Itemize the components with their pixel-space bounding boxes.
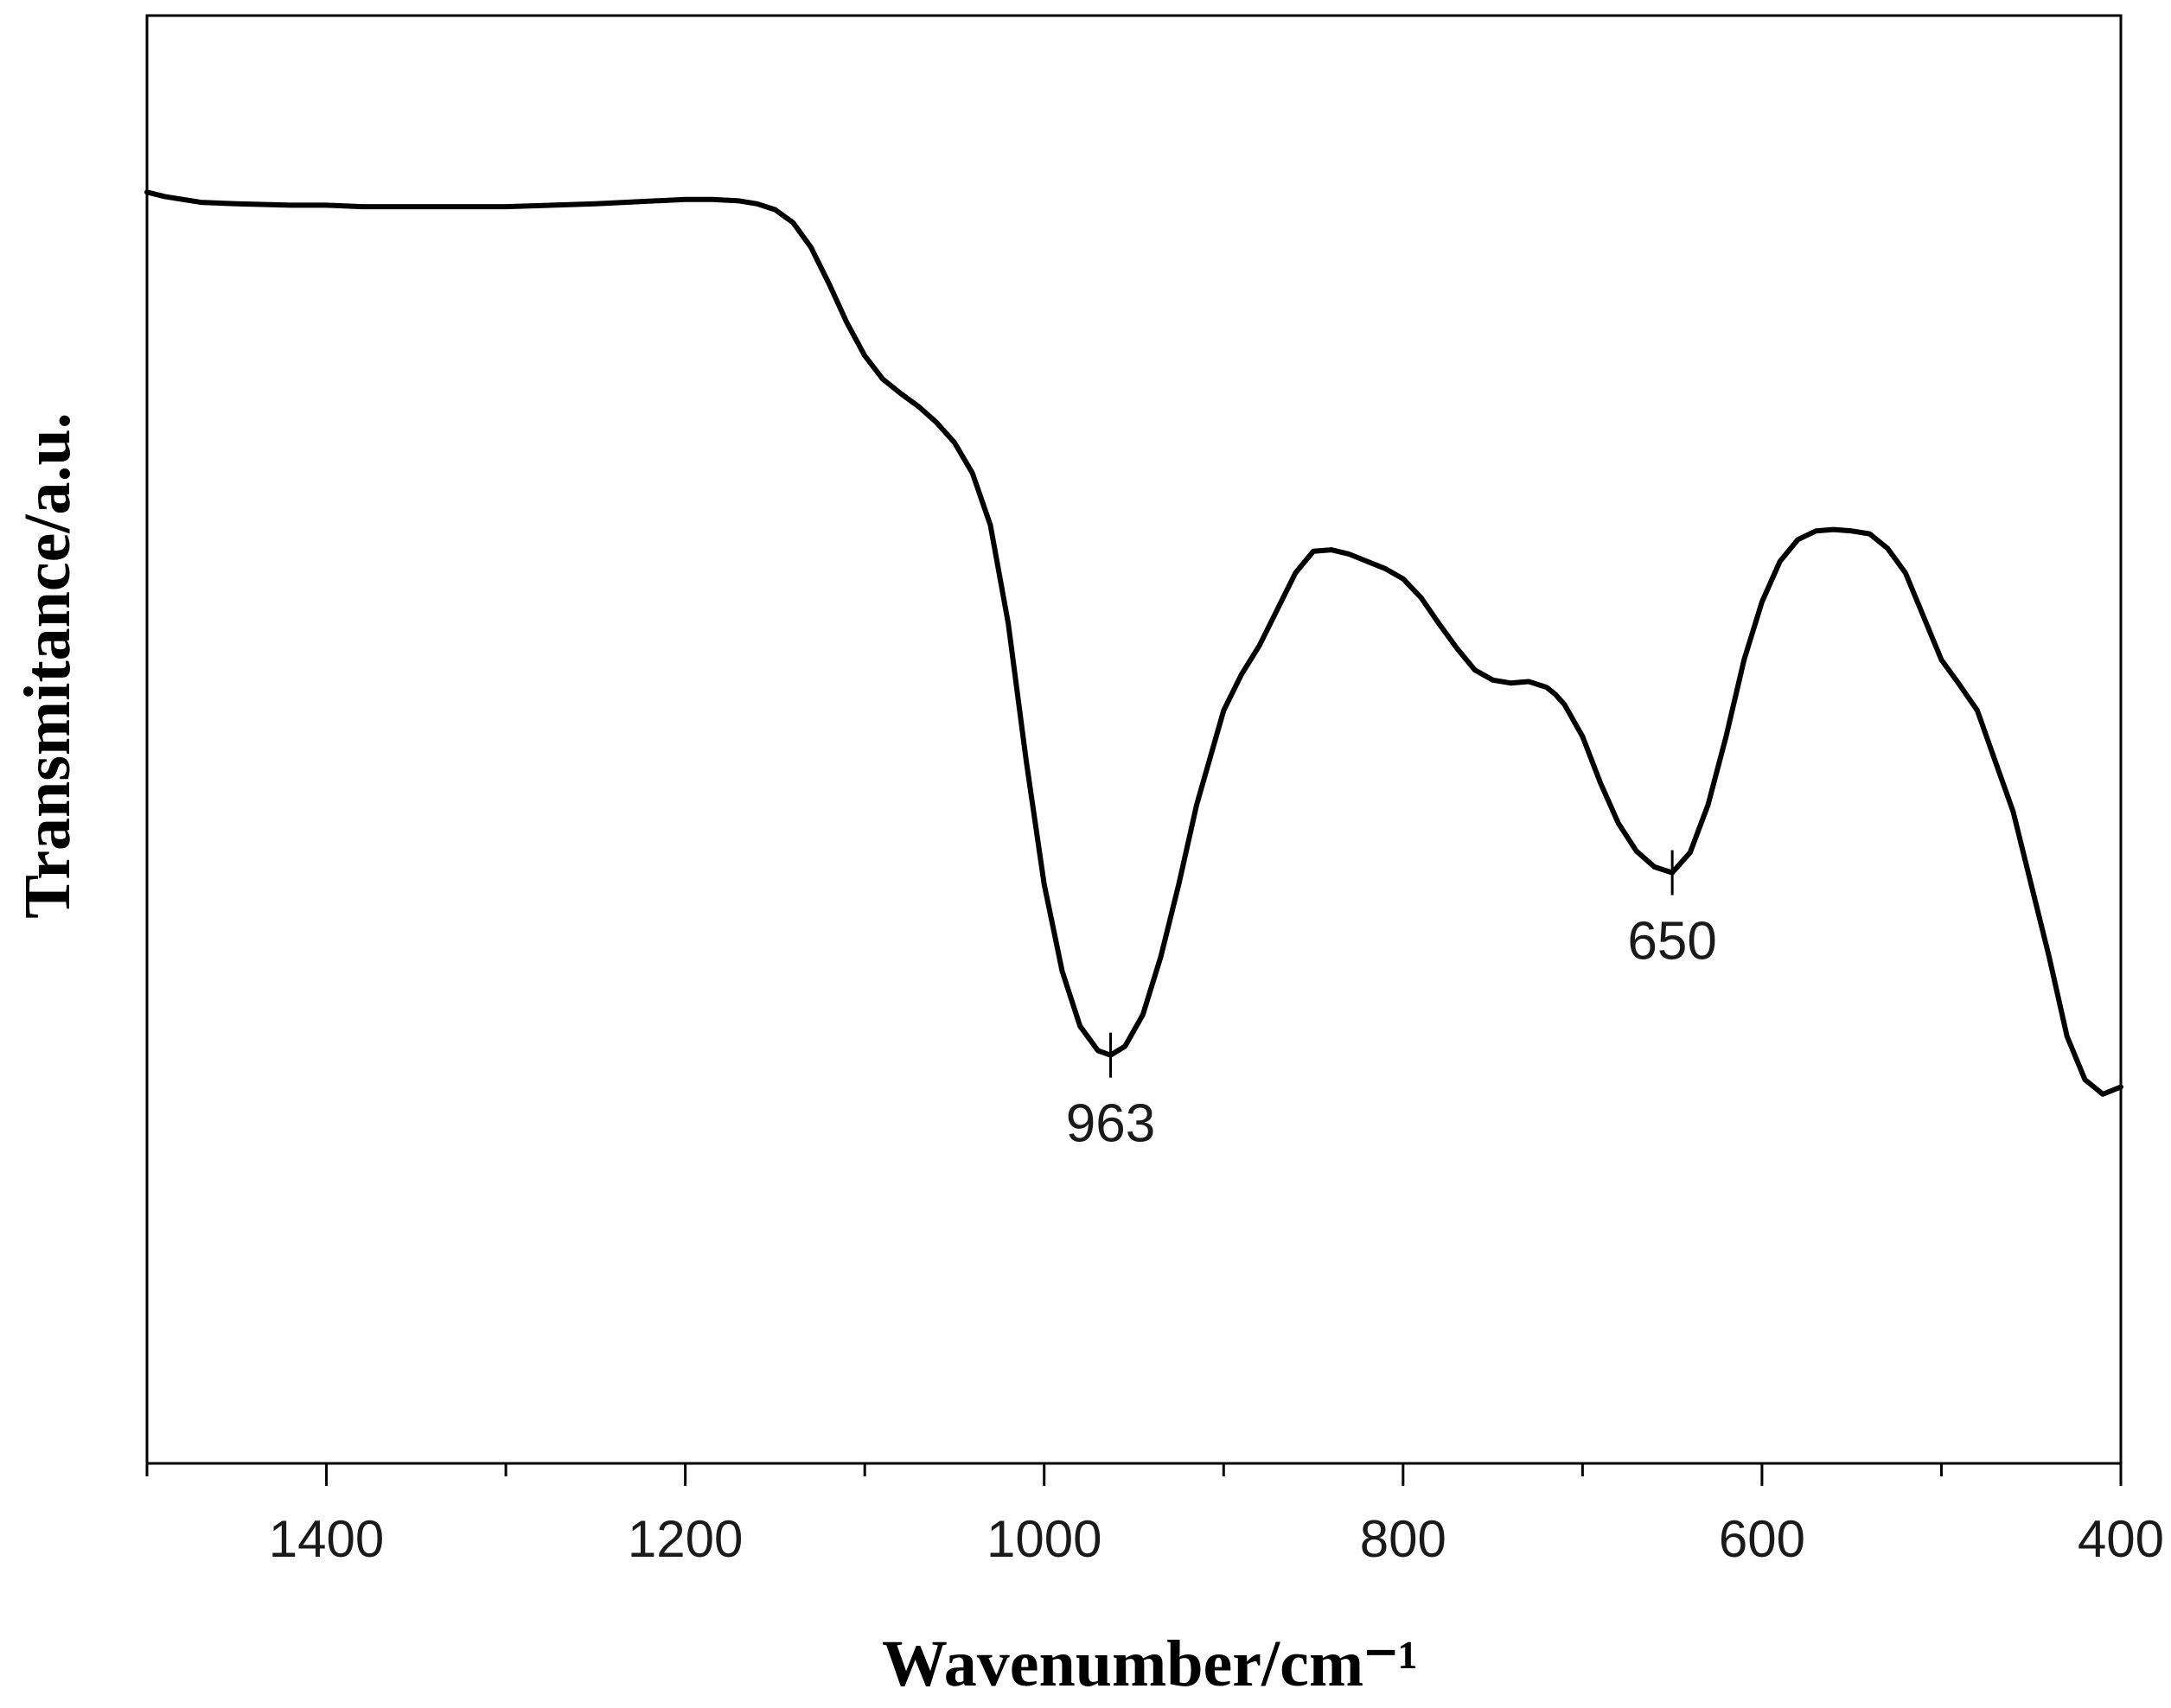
peak-label: 650 [1627, 912, 1716, 972]
x-tick-label: 400 [2078, 1510, 2164, 1568]
plot-border [145, 14, 2123, 1465]
y-axis-title: Transmitance/a.u. [11, 412, 84, 918]
x-tick-label: 600 [1719, 1510, 1805, 1568]
x-axis-ticks: 1400 1200 1000 800 600 400 [145, 1463, 2164, 1568]
peak-label: 963 [1066, 1094, 1155, 1154]
x-tick-label: 800 [1360, 1510, 1446, 1568]
x-tick-label: 1400 [269, 1510, 384, 1568]
x-tick-label: 1000 [987, 1510, 1101, 1568]
series-layer [144, 189, 2123, 1097]
peak-annotations: 963 650 [1066, 850, 1717, 1154]
x-tick-label: 1200 [628, 1510, 743, 1568]
spectrum-line [144, 189, 2123, 1097]
plot-frame [145, 14, 2123, 1465]
x-axis-title: Wavenumber/cm⁻¹ [882, 1628, 1418, 1700]
